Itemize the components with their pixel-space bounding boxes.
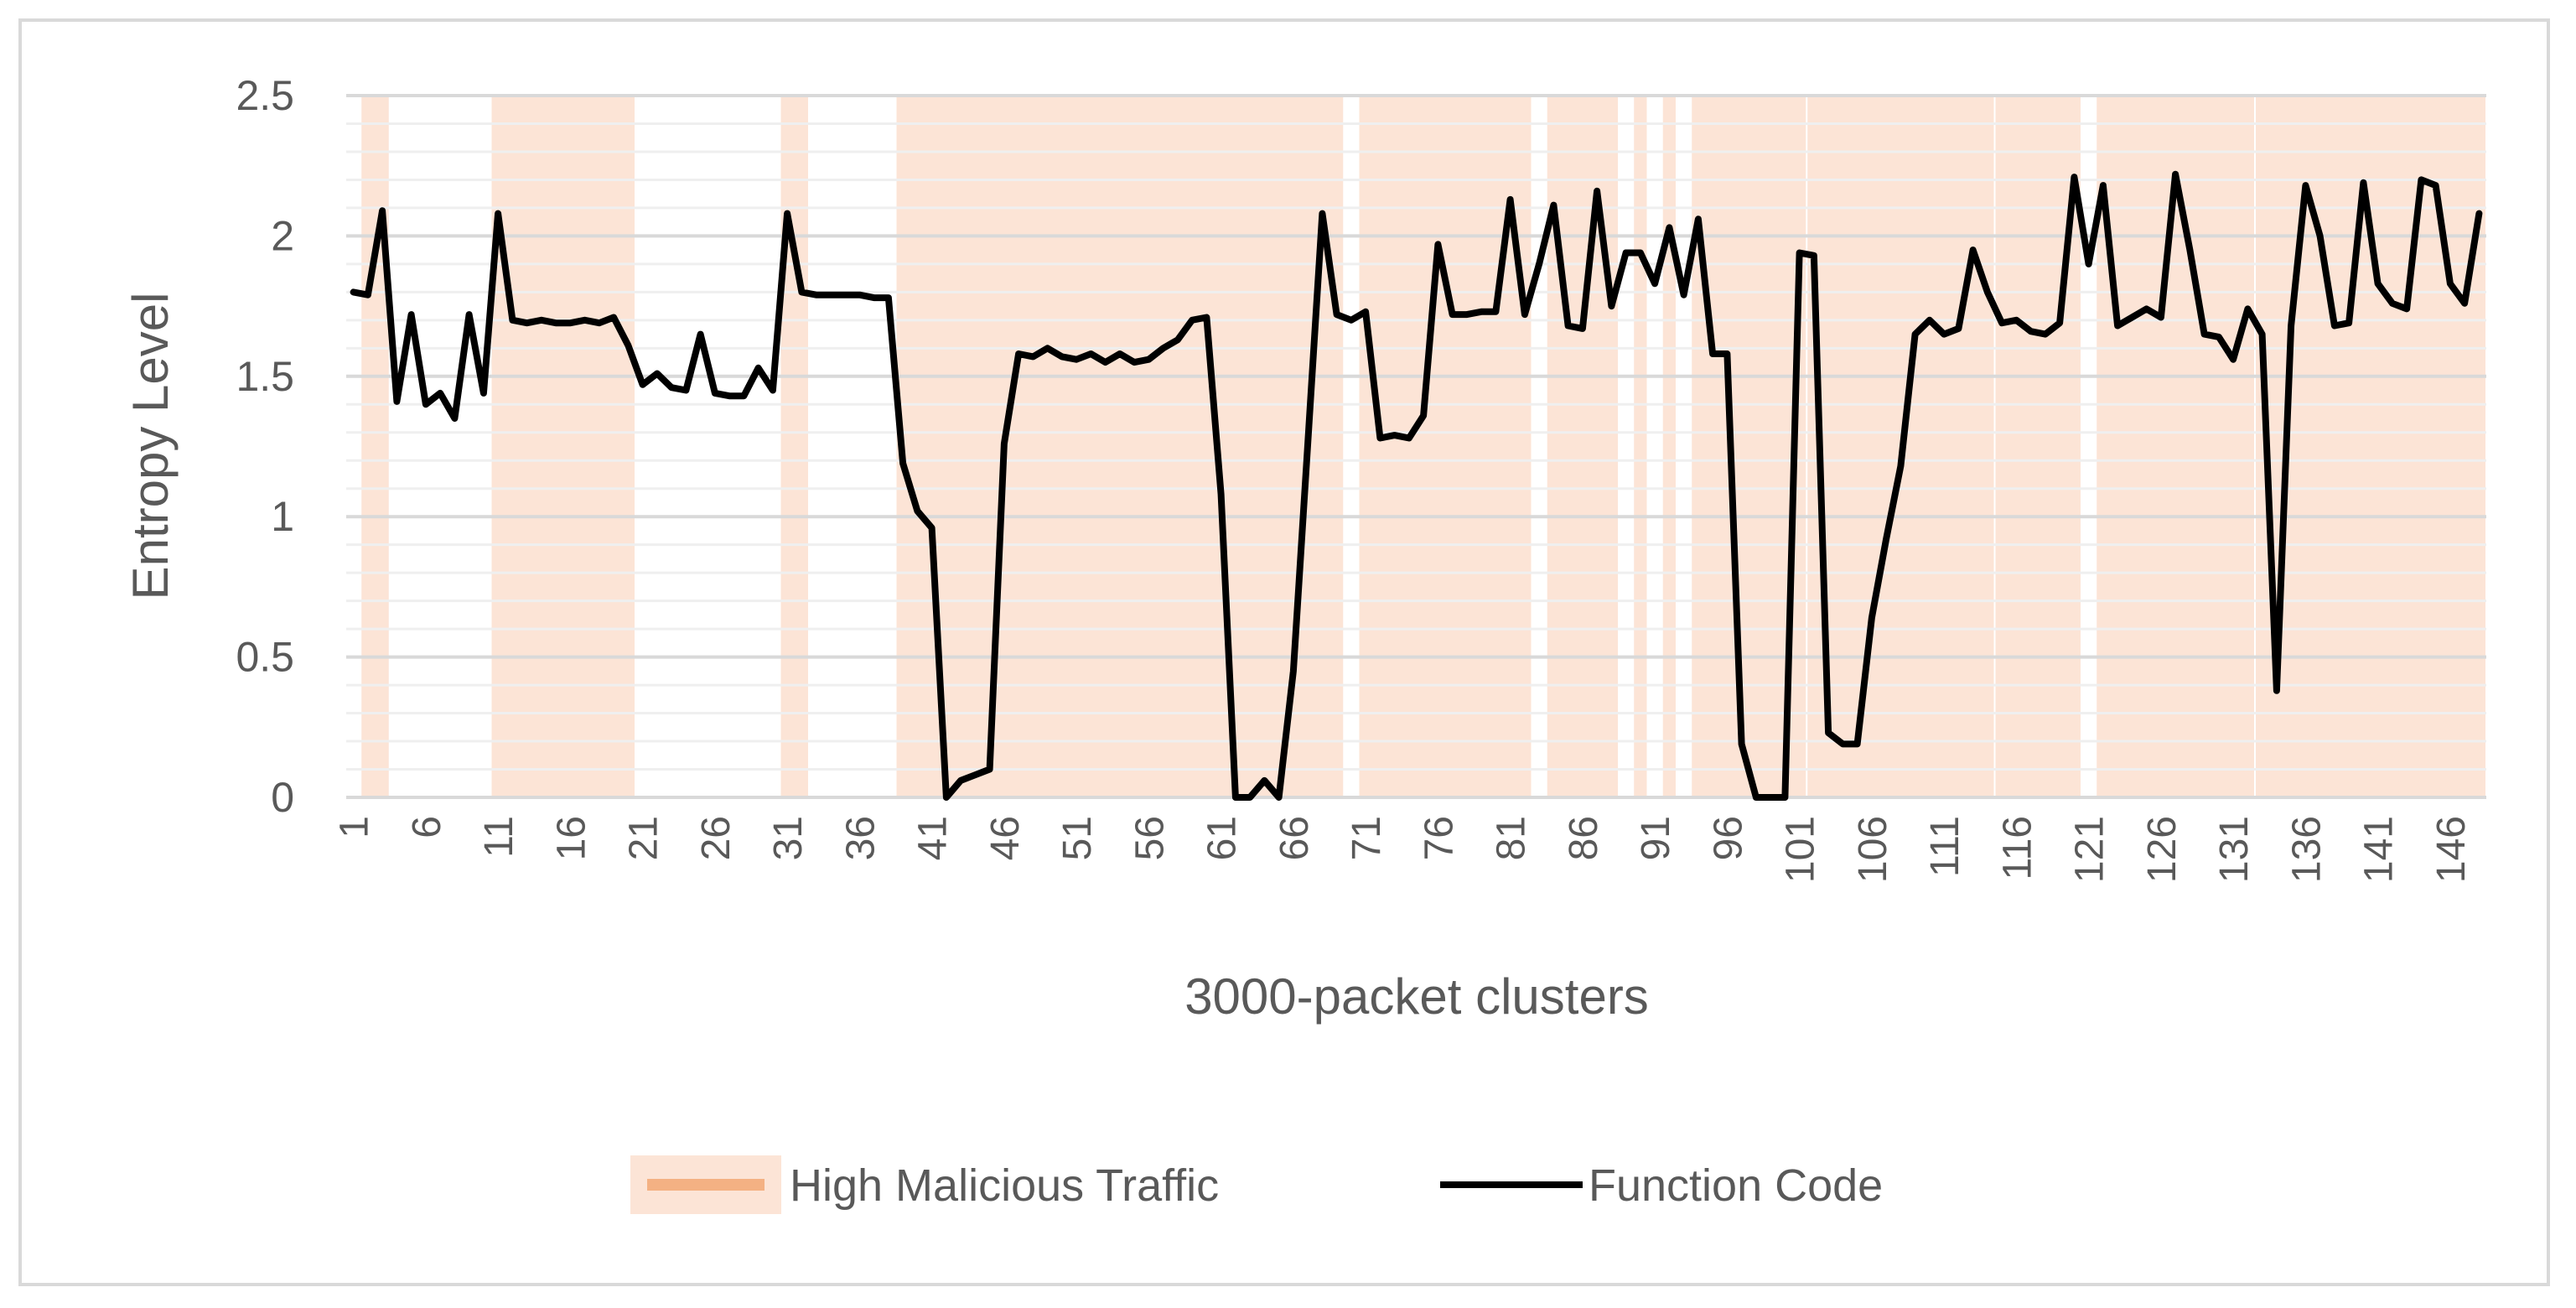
x-tick-label: 116	[1995, 816, 2040, 880]
x-tick-label: 141	[2357, 816, 2402, 883]
malicious-band-7	[1634, 96, 1647, 797]
malicious-band-8	[1662, 96, 1676, 797]
malicious-band-2	[491, 96, 635, 797]
malicious-band-1	[361, 96, 389, 797]
x-tick-label: 71	[1345, 816, 1389, 860]
x-tick-label: 21	[622, 816, 666, 860]
gridlines	[346, 94, 2486, 771]
x-tick-label: 31	[766, 816, 811, 860]
x-tick-label: 66	[1272, 816, 1317, 860]
legend-label-malicious: High Malicious Traffic	[790, 1160, 1219, 1211]
x-tick-label: 91	[1634, 816, 1678, 860]
x-tick-label: 61	[1200, 816, 1245, 860]
x-tick-label: 96	[1706, 816, 1750, 860]
y-tick-label: 2	[271, 212, 294, 259]
y-axis-title: Entropy Level	[122, 293, 179, 600]
y-tick-label: 0.5	[236, 634, 294, 681]
x-tick-label: 106	[1851, 816, 1895, 883]
x-axis-title: 3000-packet clusters	[1184, 968, 1649, 1025]
x-tick-label: 101	[1779, 816, 1823, 883]
legend: High Malicious Traffic Function Code	[630, 1155, 1883, 1214]
x-tick-label: 81	[1490, 816, 1534, 860]
x-tick-label: 51	[1055, 816, 1100, 860]
malicious-band-11	[1995, 96, 2081, 797]
malicious-band-13	[2256, 96, 2485, 797]
x-tick-label: 26	[694, 816, 739, 860]
x-tick-label: 126	[2140, 816, 2185, 883]
y-tick-label: 2.5	[236, 72, 294, 119]
x-tick-label: 136	[2284, 816, 2329, 883]
y-tick-label: 1	[271, 493, 294, 540]
y-tick-labels: 0 0.5 1 1.5 2 2.5	[236, 72, 294, 821]
x-tick-label: 146	[2429, 816, 2474, 883]
x-tick-label: 6	[405, 816, 449, 838]
x-tick-label: 131	[2212, 816, 2257, 883]
x-tick-label: 11	[477, 816, 521, 858]
function-code-series	[350, 170, 2483, 801]
malicious-band-6	[1547, 96, 1618, 797]
function-code-line	[350, 170, 2483, 801]
malicious-band-4	[896, 96, 1344, 797]
x-tick-label: 46	[983, 816, 1028, 860]
x-tick-label: 86	[1562, 816, 1606, 860]
legend-label-function-code: Function Code	[1589, 1160, 1883, 1211]
malicious-band-5	[1359, 96, 1532, 797]
y-tick-label: 1.5	[236, 353, 294, 400]
x-tick-label: 76	[1417, 816, 1461, 860]
x-tick-label: 56	[1127, 816, 1172, 860]
malicious-traffic-bands	[361, 96, 2485, 797]
x-tick-label: 111	[1923, 816, 1967, 877]
y-tick-label: 0	[271, 774, 294, 821]
malicious-band-12	[2097, 96, 2254, 797]
x-tick-label: 16	[549, 816, 593, 860]
malicious-band-3	[780, 96, 808, 797]
x-tick-label: 41	[911, 816, 956, 860]
x-tick-label: 121	[2068, 816, 2112, 883]
x-tick-labels: 1 6 11 16 21 26 31 36 41 46 51 56 61 66 71 76 81 86 91 96 10…	[333, 816, 2474, 883]
x-tick-label: 1	[333, 816, 377, 838]
x-tick-label: 36	[838, 816, 883, 860]
